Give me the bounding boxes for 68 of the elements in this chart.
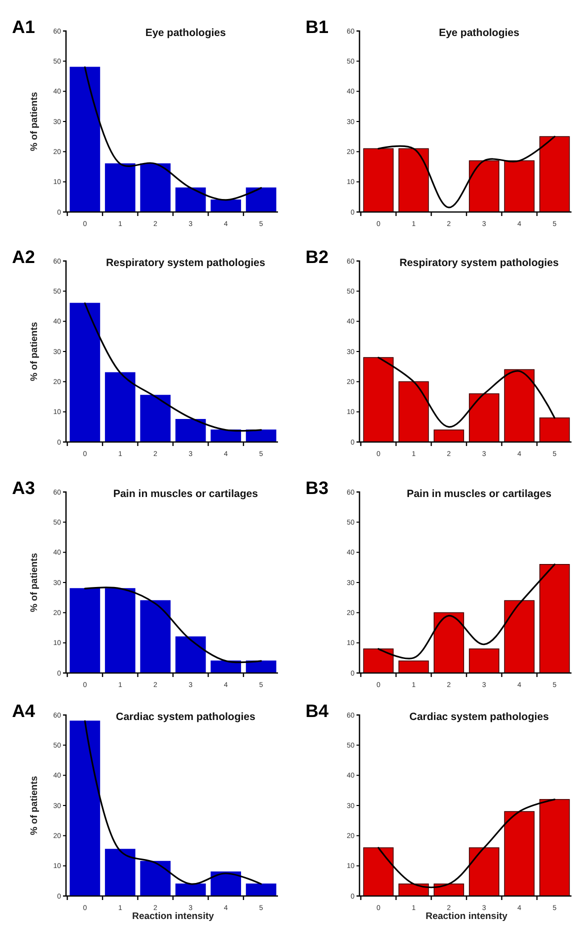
bar bbox=[539, 417, 570, 442]
bar bbox=[504, 160, 535, 212]
chart-title: Eye pathologies bbox=[438, 27, 520, 39]
bar bbox=[210, 200, 242, 212]
bar bbox=[468, 393, 500, 442]
line-series bbox=[378, 564, 556, 660]
text: A2 bbox=[12, 247, 36, 267]
bar bbox=[70, 302, 100, 442]
bar bbox=[70, 66, 100, 212]
bar bbox=[175, 187, 206, 212]
bar bbox=[104, 848, 136, 896]
bar bbox=[140, 860, 171, 896]
line-series bbox=[378, 356, 556, 428]
line-series bbox=[378, 136, 556, 208]
text: B4 bbox=[306, 701, 329, 721]
bar bbox=[104, 372, 136, 442]
bar bbox=[70, 720, 100, 896]
text: A1 bbox=[12, 17, 36, 37]
bar bbox=[504, 600, 535, 674]
bar bbox=[363, 357, 394, 442]
x-axis-title: Reaction intensity bbox=[132, 911, 215, 922]
y-axis-title: % of patients bbox=[29, 552, 40, 612]
bar bbox=[210, 871, 242, 896]
line-series bbox=[84, 66, 262, 201]
bar bbox=[504, 369, 535, 442]
line-series bbox=[84, 302, 262, 432]
bar bbox=[175, 418, 206, 442]
chart-title: Eye pathologies bbox=[145, 27, 226, 39]
bar bbox=[363, 648, 394, 674]
bar bbox=[363, 847, 394, 896]
bar bbox=[398, 660, 429, 674]
bar bbox=[140, 394, 171, 442]
chart-title: Pain in muscles or cartilages bbox=[113, 488, 258, 500]
text: A3 bbox=[12, 478, 36, 498]
bar bbox=[434, 612, 464, 674]
bar bbox=[246, 884, 276, 896]
bar bbox=[175, 636, 206, 674]
bar bbox=[504, 811, 535, 896]
chart-title: Respiratory system pathologies bbox=[106, 257, 266, 269]
bar bbox=[246, 187, 276, 212]
bar bbox=[468, 648, 500, 674]
bar bbox=[539, 799, 570, 896]
bar bbox=[140, 600, 171, 674]
bar bbox=[104, 163, 136, 212]
x-axis-title: Reaction intensity bbox=[426, 911, 508, 922]
bar bbox=[398, 148, 429, 212]
bar bbox=[468, 160, 500, 212]
bar bbox=[398, 381, 429, 442]
bar bbox=[175, 884, 206, 896]
chart-title: Respiratory system pathologies bbox=[399, 257, 559, 269]
bar bbox=[363, 148, 394, 212]
y-axis-title: % of patients bbox=[29, 776, 40, 836]
y-axis-title: % of patients bbox=[29, 92, 40, 152]
bar bbox=[140, 163, 171, 212]
bar bbox=[468, 847, 500, 896]
bar bbox=[539, 136, 570, 212]
text: A4 bbox=[12, 701, 36, 721]
text: B3 bbox=[306, 478, 329, 498]
bar bbox=[434, 430, 464, 442]
chart-title: Cardiac system pathologies bbox=[116, 711, 256, 723]
text: B1 bbox=[306, 17, 329, 37]
y-axis-title: % of patients bbox=[29, 322, 40, 382]
chart-title: Pain in muscles or cartilages bbox=[406, 488, 552, 500]
text: B2 bbox=[306, 247, 329, 267]
bar bbox=[104, 588, 136, 674]
bar bbox=[70, 588, 100, 674]
bar bbox=[539, 564, 570, 674]
chart-title: Cardiac system pathologies bbox=[409, 711, 549, 723]
